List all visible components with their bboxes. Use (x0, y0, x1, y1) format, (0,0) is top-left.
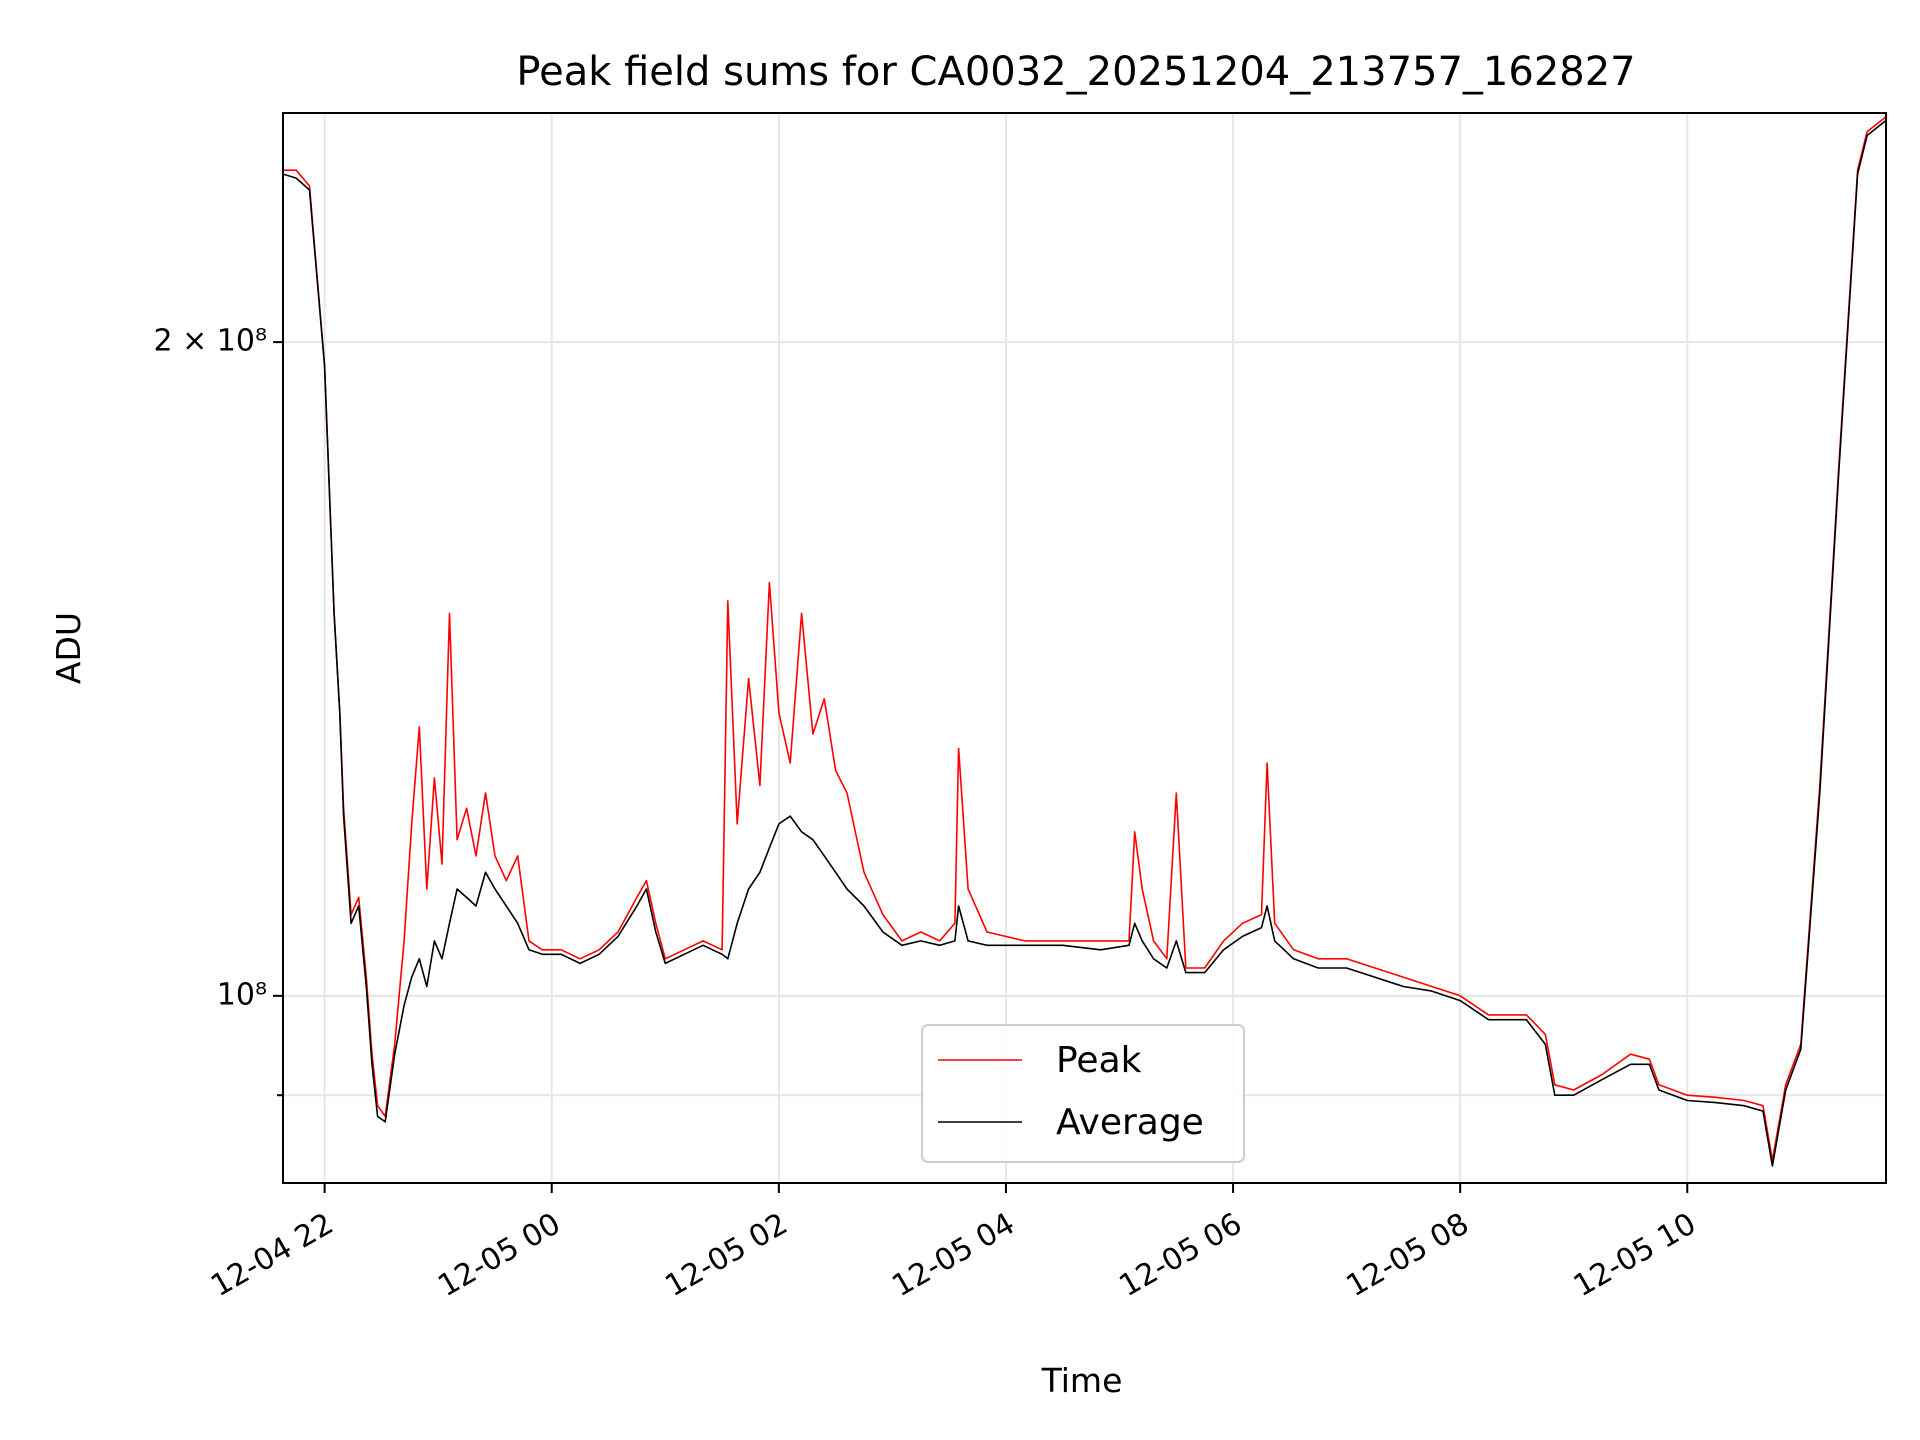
y-tick-label: 10⁸ (217, 977, 267, 1012)
grid (283, 113, 1886, 1183)
y-axis-title: ADU (49, 612, 88, 684)
series-line-average (283, 119, 1886, 1167)
series-line-peak (283, 116, 1886, 1162)
y-tick-label: 2 × 10⁸ (154, 324, 268, 359)
x-axis-title: Time (1041, 1361, 1123, 1400)
legend-label-average: Average (1056, 1102, 1204, 1143)
chart-title: Peak field sums for CA0032_20251204_2137… (516, 49, 1635, 95)
legend: Peak Average (921, 1024, 1245, 1163)
y-axis: 2 × 10⁸ 10⁸ (154, 324, 283, 1097)
series-layer (283, 116, 1886, 1167)
plot-frame (282, 112, 1887, 1184)
legend-label-peak: Peak (1056, 1040, 1142, 1081)
